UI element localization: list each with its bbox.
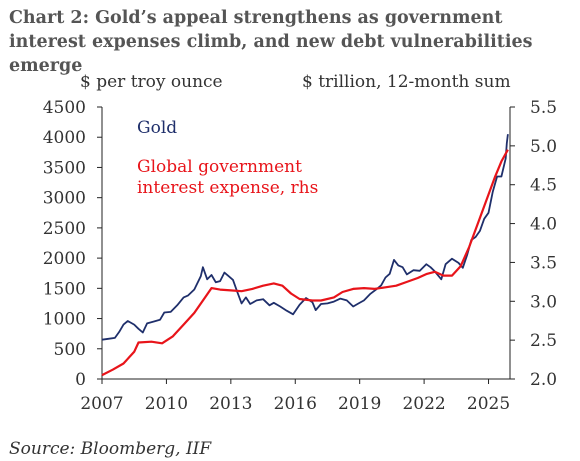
right-axis-label: $ trillion, 12-month sum (302, 72, 511, 92)
left-tick-label: 3000 (43, 189, 86, 209)
legend-interest-expense: Global government (137, 157, 302, 177)
x-tick-label: 2013 (209, 394, 252, 414)
x-tick-label: 2016 (274, 394, 317, 414)
right-tick-label: 2.0 (530, 370, 557, 390)
left-tick-label: 4000 (43, 128, 86, 148)
x-tick-label: 2019 (338, 394, 381, 414)
right-tick-label: 3.5 (530, 253, 557, 273)
left-axis-label: $ per troy ounce (80, 72, 223, 92)
right-tick-label: 3.0 (530, 292, 557, 312)
x-tick-label: 2007 (80, 394, 123, 414)
left-tick-label: 1000 (43, 310, 86, 330)
legend-interest-expense: interest expense, rhs (137, 178, 318, 198)
source-note: Source: Bloomberg, IIF (9, 439, 212, 459)
chart-title: Chart 2: Gold’s appeal strengthens as go… (9, 8, 533, 76)
x-tick-label: 2022 (402, 394, 445, 414)
legend-gold: Gold (137, 118, 177, 138)
left-tick-label: 2500 (43, 219, 86, 239)
x-axis: 2007 2010 2013 2016 2019 2022 2025 (80, 379, 510, 414)
right-tick-label: 4.0 (530, 215, 557, 235)
left-tick-label: 500 (54, 340, 86, 360)
left-tick-label: 1500 (43, 279, 86, 299)
series-layer (101, 134, 509, 377)
left-axis: 0 500 1000 1500 2000 2500 3000 3500 4000 4500 (43, 98, 103, 390)
right-tick-label: 5.0 (530, 137, 557, 157)
left-tick-label: 3500 (43, 158, 86, 178)
interest-expense-line (101, 149, 509, 377)
chart-plot: 0 500 1000 1500 2000 2500 3000 3500 4000 4500 2.0… (43, 98, 557, 414)
x-tick-label: 2025 (467, 394, 510, 414)
left-tick-label: 2000 (43, 249, 86, 269)
left-tick-label: 0 (75, 370, 86, 390)
left-tick-label: 4500 (43, 98, 86, 118)
right-axis: 2.0 2.5 3.0 3.5 4.0 4.5 5.0 5.5 (509, 98, 557, 390)
right-tick-label: 5.5 (530, 98, 557, 118)
right-tick-label: 2.5 (530, 331, 557, 351)
gold-line (101, 134, 509, 341)
right-tick-label: 4.5 (530, 176, 557, 196)
x-tick-label: 2010 (145, 394, 188, 414)
